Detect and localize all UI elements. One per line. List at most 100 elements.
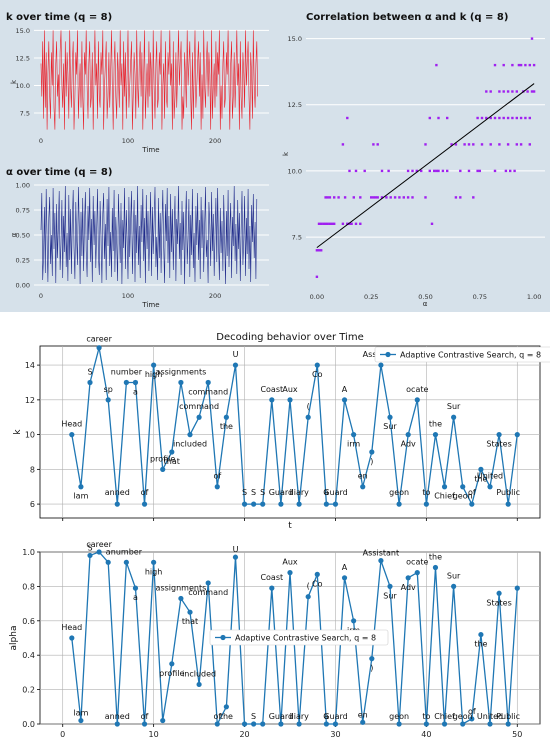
y-tick-label: 0.4 xyxy=(22,651,35,660)
y-tick-label: 15.0 xyxy=(16,27,30,35)
decode-point xyxy=(351,618,357,624)
token-label: the xyxy=(429,420,442,429)
scatter-point xyxy=(380,196,384,199)
decode-point xyxy=(296,721,302,727)
decode-point xyxy=(287,570,293,576)
decode-point xyxy=(396,501,402,507)
token-label: high xyxy=(145,567,162,576)
scatter-point xyxy=(320,249,323,252)
decode-point xyxy=(332,721,339,727)
token-label: a xyxy=(324,712,329,721)
x-tick-label: 30 xyxy=(330,730,340,738)
scatter-point xyxy=(489,90,492,93)
scatter-point xyxy=(528,143,531,146)
scatter-point xyxy=(317,222,321,225)
token-label: Co xyxy=(312,370,323,379)
decode-point xyxy=(160,717,166,724)
decoding-k-ylabel: k xyxy=(13,429,23,435)
scatter-point xyxy=(509,169,512,173)
scatter-point xyxy=(433,169,436,173)
correlation-scatter-chart: 7.5 10.0 12.5 15.0 0.00 0.25 0.50 0.75 1.00 xyxy=(288,35,545,301)
decode-point xyxy=(187,609,193,615)
scatter-point xyxy=(485,90,488,93)
decode-point xyxy=(514,432,520,438)
x-tick-label: 0.00 xyxy=(310,293,324,301)
scatter-point xyxy=(463,143,466,146)
decode-point xyxy=(414,570,420,576)
decode-point xyxy=(178,379,184,386)
decode-point xyxy=(378,362,384,368)
scatter-point xyxy=(504,169,508,173)
legend-swatch-marker xyxy=(385,351,391,358)
scatter-point xyxy=(519,63,523,67)
y-tick-label: 0.2 xyxy=(22,686,35,695)
decode-point xyxy=(141,721,148,727)
decode-point xyxy=(269,397,275,403)
y-tick-label: 12.5 xyxy=(288,101,302,109)
decode-point xyxy=(105,397,111,403)
decode-point xyxy=(87,379,93,386)
scatter-point xyxy=(411,196,414,199)
decode-point xyxy=(369,449,375,455)
decode-point xyxy=(160,466,166,472)
scatter-point xyxy=(372,143,375,146)
legend-label: Adaptive Contrastive Search, q = 8 xyxy=(235,634,376,643)
decode-series-line xyxy=(71,347,518,506)
scatter-point xyxy=(467,169,471,173)
y-tick-label: 0.00 xyxy=(16,282,30,290)
decode-point xyxy=(305,414,311,420)
y-tick-label: 14 xyxy=(25,361,35,370)
decode-point xyxy=(505,721,511,727)
x-tick-label: 50 xyxy=(512,730,522,738)
token-label: A xyxy=(342,385,348,394)
x-tick-label: 0 xyxy=(39,137,43,145)
x-tick-label: 200 xyxy=(209,292,221,300)
decoding-k-xlabel: t xyxy=(288,521,292,531)
token-label: U xyxy=(233,350,239,359)
scatter-point xyxy=(446,169,449,173)
decode-point xyxy=(105,559,111,565)
scatter-point xyxy=(341,222,345,225)
scatter-point xyxy=(322,222,325,225)
decode-point xyxy=(96,549,102,555)
token-label: assignments xyxy=(156,368,207,377)
decode-point xyxy=(232,362,239,368)
decode-point xyxy=(469,501,475,507)
decode-point xyxy=(423,721,429,727)
y-tick-label: 12.5 xyxy=(16,54,30,62)
decode-point xyxy=(78,717,84,724)
decode-point xyxy=(114,721,120,727)
scatter-point xyxy=(489,116,492,120)
scatter-point xyxy=(370,196,373,199)
alpha-time-xlabel: Time xyxy=(141,301,159,309)
scatter-point xyxy=(528,63,531,67)
token-label: Guard xyxy=(323,488,347,497)
decode-point xyxy=(478,466,484,472)
token-label: command xyxy=(188,588,228,597)
token-label: anned xyxy=(105,488,130,497)
scatter-point xyxy=(476,169,479,173)
decode-point xyxy=(169,449,175,455)
token-label: S xyxy=(242,488,247,497)
regression-line xyxy=(316,83,535,249)
token-label: Chief xyxy=(434,492,455,501)
decode-point xyxy=(78,484,84,490)
y-tick-label: 8 xyxy=(30,465,35,474)
decode-point xyxy=(114,501,120,507)
token-label: S xyxy=(251,488,256,497)
token-label: lam xyxy=(73,492,88,501)
scatter-point xyxy=(328,222,332,225)
scatter-point xyxy=(467,143,471,146)
token-label: ocate xyxy=(406,385,428,394)
decode-point xyxy=(69,432,75,438)
decode-point xyxy=(251,721,257,727)
scatter-point xyxy=(506,143,510,146)
token-label: geon xyxy=(389,712,409,721)
scatter-point xyxy=(517,63,521,67)
token-label: command xyxy=(179,402,219,411)
decode-point xyxy=(323,501,329,507)
decode-point xyxy=(341,397,348,403)
x-tick-label: 1.00 xyxy=(527,293,541,301)
y-tick-label: 1.00 xyxy=(16,182,30,190)
scatter-point xyxy=(528,116,531,120)
